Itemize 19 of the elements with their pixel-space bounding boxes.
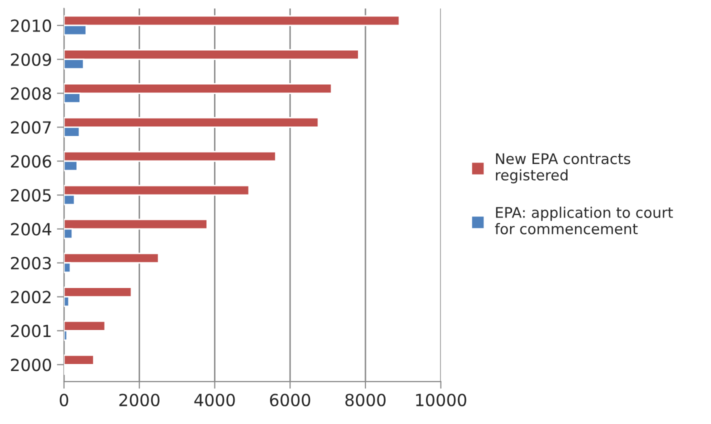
y-tick-label: 2003 <box>10 256 51 270</box>
y-tick-label: 2005 <box>10 189 51 202</box>
x-tick-label: 10000 <box>416 394 466 406</box>
x-tick-label: 8000 <box>345 394 386 406</box>
legend-label: EPA: application to court for commencement <box>494 206 673 234</box>
y-tick-label: 2006 <box>10 155 52 168</box>
y-tick-label: 2007 <box>10 121 51 134</box>
y-tick-label: 2010 <box>10 19 52 32</box>
y-tick-label: 2004 <box>10 222 52 236</box>
legend-label: New EPA contracts registered <box>496 153 630 184</box>
x-tick-label: 0 <box>60 394 68 406</box>
y-tick-label: 2009 <box>10 53 52 66</box>
x-tick-label: 4000 <box>194 394 235 406</box>
y-tick-label: 2001 <box>10 324 51 338</box>
y-tick-label: 2008 <box>10 87 52 100</box>
y-tick-label: 2002 <box>10 290 51 304</box>
x-tick-label: 6000 <box>270 394 310 406</box>
x-tick-label: 2000 <box>119 394 160 406</box>
y-tick-label: 2000 <box>10 358 52 372</box>
